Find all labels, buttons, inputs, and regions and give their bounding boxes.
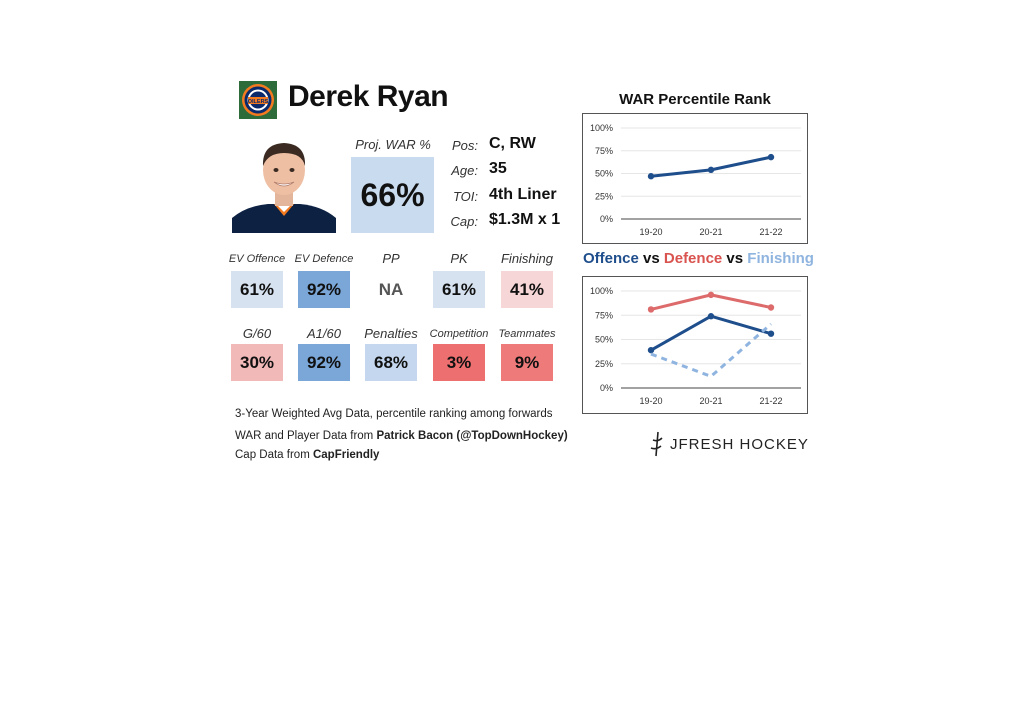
y-tick-label: 100% xyxy=(590,123,613,133)
stat-box-competition: 3% xyxy=(433,344,485,381)
chart2-title-defence: Defence xyxy=(663,250,723,267)
data-point-offence xyxy=(707,313,715,320)
stat-box-penalties: 68% xyxy=(365,344,417,381)
data-point-offence xyxy=(647,346,655,354)
data-point-defence xyxy=(647,306,655,313)
stat-label-a160: A1/60 xyxy=(307,326,341,341)
stat-box-pp: NA xyxy=(365,271,417,308)
chart1-title: WAR Percentile Rank xyxy=(619,91,771,108)
war-percentile-chart: 0% 25% 50% 75% 100% 19-20 20-21 21-22 xyxy=(590,123,801,237)
footnote-cap-source-name: CapFriendly xyxy=(312,449,380,461)
footnote-cap-source-prefix: Cap Data from xyxy=(235,449,313,461)
y-tick-label: 50% xyxy=(595,335,613,345)
proj-war-label: Proj. WAR % xyxy=(355,137,431,152)
data-point-defence xyxy=(767,304,775,311)
chart1-frame: 0% 25% 50% 75% 100% 19-20 20-21 21-22 xyxy=(582,113,808,244)
stat-box-a160: 92% xyxy=(298,344,350,381)
footnote-war-source-name: Patrick Bacon (@TopDownHockey) xyxy=(376,430,568,442)
footnote-method: 3-Year Weighted Avg Data, percentile ran… xyxy=(235,408,553,420)
stat-label-competition: Competition xyxy=(429,328,489,340)
stat-label-teammates: Teammates xyxy=(498,328,556,340)
stat-box-ev-offence: 61% xyxy=(231,271,283,308)
age-label: Age: xyxy=(451,163,478,178)
data-point-war xyxy=(647,173,655,180)
stat-label-ev-defence: EV Defence xyxy=(294,253,354,265)
footnote-war-source-prefix: WAR and Player Data from xyxy=(235,430,377,442)
brand: JFRESH HOCKEY xyxy=(648,430,809,458)
toi-value: 4th Liner xyxy=(489,186,557,203)
team-logo: OILERS xyxy=(239,81,277,119)
footnote-cap-source: Cap Data from CapFriendly xyxy=(235,449,379,461)
data-point-defence xyxy=(707,291,715,299)
stat-label-finishing: Finishing xyxy=(500,251,554,266)
x-tick-label: 19-20 xyxy=(639,396,662,406)
chart2-title-vs1: vs xyxy=(638,250,664,267)
stat-label-g60: G/60 xyxy=(242,326,272,341)
y-tick-label: 100% xyxy=(590,286,613,296)
y-tick-label: 75% xyxy=(595,310,613,320)
stat-box-ev-defence: 92% xyxy=(298,271,350,308)
chart2-title-vs2: vs xyxy=(722,250,748,267)
player-photo xyxy=(232,136,336,233)
chart2-frame: 0% 25% 50% 75% 100% 19-20 20-21 21-22 xyxy=(582,276,808,414)
player-name: Derek Ryan xyxy=(288,80,449,113)
y-tick-label: 50% xyxy=(595,169,613,179)
brand-text: JFRESH HOCKEY xyxy=(670,435,809,453)
footnote-war-source: WAR and Player Data from Patrick Bacon (… xyxy=(235,430,568,442)
y-tick-label: 25% xyxy=(595,359,613,369)
age-value: 35 xyxy=(489,160,507,177)
toi-label: TOI: xyxy=(452,189,478,204)
cap-value: $1.3M x 1 xyxy=(489,211,561,228)
y-tick-label: 0% xyxy=(600,383,613,393)
series-line-offence xyxy=(650,314,772,352)
data-point-offence xyxy=(767,330,775,337)
y-tick-label: 75% xyxy=(595,146,613,156)
chart2-title-offence: Offence xyxy=(583,250,639,267)
stat-label-ev-offence: EV Offence xyxy=(228,253,286,265)
offence-defence-finishing-chart: 0% 25% 50% 75% 100% 19-20 20-21 21-22 xyxy=(590,286,801,406)
series-line-finishing xyxy=(650,322,772,378)
pos-value: C, RW xyxy=(489,135,536,152)
pos-label: Pos: xyxy=(451,138,478,153)
stat-box-finishing: 41% xyxy=(501,271,553,308)
x-tick-label: 21-22 xyxy=(759,396,782,406)
x-tick-label: 19-20 xyxy=(639,227,662,237)
stat-label-penalties: Penalties xyxy=(364,326,418,341)
stat-box-pk: 61% xyxy=(433,271,485,308)
proj-war-value: 66% xyxy=(351,157,434,233)
stat-label-pk: PK xyxy=(450,251,468,266)
brand-logo-icon xyxy=(650,431,663,457)
stat-box-g60: 30% xyxy=(231,344,283,381)
x-tick-label: 20-21 xyxy=(699,396,722,406)
cap-label: Cap: xyxy=(450,214,478,229)
data-point-war xyxy=(707,166,715,174)
x-tick-label: 20-21 xyxy=(699,227,722,237)
stat-label-pp: PP xyxy=(382,251,400,266)
chart2-title-finishing: Finishing xyxy=(747,250,814,267)
y-tick-label: 25% xyxy=(595,191,613,201)
data-point-war xyxy=(767,153,775,161)
team-logo-text: OILERS xyxy=(248,99,269,105)
y-tick-label: 0% xyxy=(600,214,613,224)
stat-box-teammates: 9% xyxy=(501,344,553,381)
chart2-title: Offence vs Defence vs Finishing xyxy=(583,250,814,267)
x-tick-label: 21-22 xyxy=(759,227,782,237)
